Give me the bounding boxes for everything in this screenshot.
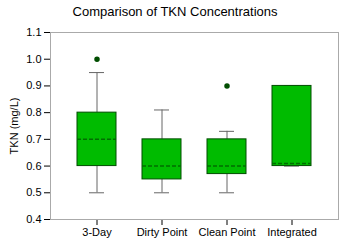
svg-text:0.4: 0.4 xyxy=(26,213,41,225)
svg-text:0.7: 0.7 xyxy=(26,133,41,145)
svg-text:1.0: 1.0 xyxy=(26,53,41,65)
svg-text:Dirty Point: Dirty Point xyxy=(137,226,188,238)
html-text:Comparison of TKN Concentratio: Comparison of TKN Concentrations xyxy=(72,4,278,19)
svg-text:Integrated: Integrated xyxy=(267,226,317,238)
svg-text:0.8: 0.8 xyxy=(26,106,41,118)
svg-text:Clean Point: Clean Point xyxy=(199,226,256,238)
svg-text:3-Day: 3-Day xyxy=(82,226,112,238)
svg-text:TKN (mg/L): TKN (mg/L) xyxy=(8,98,20,155)
svg-text:0.5: 0.5 xyxy=(26,186,41,198)
svg-text:0.6: 0.6 xyxy=(26,160,41,172)
svg-text:0.9: 0.9 xyxy=(26,79,41,91)
svg-text:1.1: 1.1 xyxy=(26,26,41,38)
